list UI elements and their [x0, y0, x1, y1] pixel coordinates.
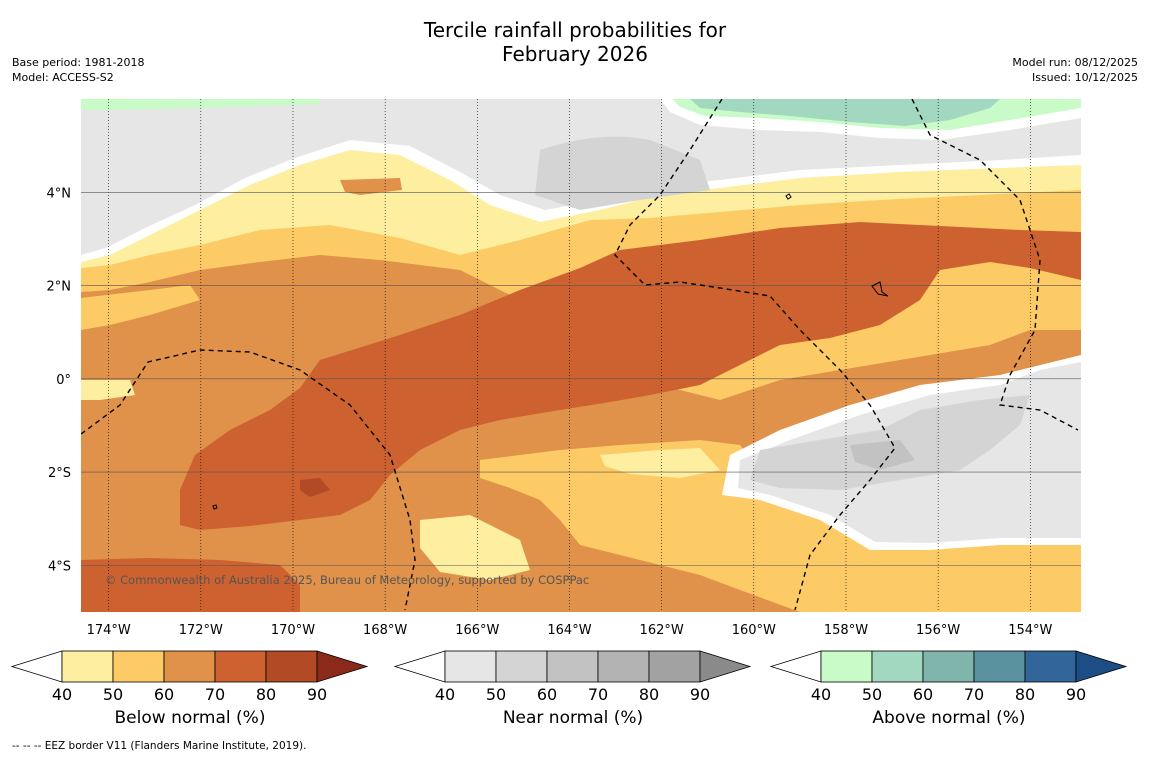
lon-tick-label: 156°W [916, 623, 960, 638]
map-title: Tercile rainfall probabilities for Febru… [0, 18, 1150, 66]
below-70-south [81, 558, 300, 612]
colorbar: 40 50 60 70 80 90 [769, 650, 1128, 704]
below-70-blob [340, 178, 402, 195]
colorbar-label-below: Below normal (%) [114, 708, 266, 728]
lon-tick-label: 160°W [732, 623, 776, 638]
colorbar-tick: 90 [690, 685, 710, 704]
eez-border-east [911, 99, 1079, 431]
colorbar-tick: 90 [1066, 685, 1086, 704]
lon-tick-label: 170°W [271, 623, 315, 638]
colorbar-tick: 80 [639, 685, 659, 704]
colorbar-swatch [163, 650, 216, 683]
lon-tick-label: 164°W [547, 623, 591, 638]
issued-date: Issued: 10/12/2025 [1031, 71, 1138, 84]
colorbar-label-near: Near normal (%) [502, 708, 644, 728]
eez-footnote: -- -- -- EEZ border V11 (Flanders Marine… [12, 740, 307, 752]
below-70-80-band [180, 222, 1081, 530]
colorbar-swatch [112, 650, 165, 683]
islands [212, 193, 889, 510]
lat-tick-label: 2°N [47, 280, 72, 295]
colorbar-swatch [973, 650, 1026, 683]
island-kiritimati [871, 281, 889, 297]
island-southwest [212, 504, 218, 510]
model-run: Model run: 08/12/2025 [1012, 56, 1138, 69]
model-name: Model: ACCESS-S2 [12, 71, 114, 84]
colorbar: 40 50 60 70 80 90 [393, 650, 752, 704]
below-80-blob [300, 478, 330, 497]
eez-border-central [614, 99, 896, 611]
below-50-south [600, 448, 720, 478]
meta-left: Base period: 1981-2018 Model: ACCESS-S2 [12, 55, 144, 85]
colorbar-low-triangle [393, 650, 446, 683]
colorbar-tick: 80 [256, 685, 276, 704]
colorbar-label-above: Above normal (%) [872, 708, 1026, 728]
colorbar-swatch [1024, 650, 1077, 683]
colorbar-tick: 60 [154, 685, 174, 704]
below-50-west [81, 380, 135, 400]
colorbar-tick: 40 [52, 685, 72, 704]
lon-tick-label: 162°W [640, 623, 684, 638]
colorbar-swatch [495, 650, 548, 683]
colorbar-swatch [546, 650, 599, 683]
colorbar-tick: 70 [588, 685, 608, 704]
colorbar-high-triangle [1075, 650, 1128, 683]
lat-tick-label: 0° [56, 373, 71, 388]
colorbar-low-triangle [10, 650, 63, 683]
colorbar-swatch [265, 650, 318, 683]
colorbar-tick: 90 [307, 685, 327, 704]
probability-field [81, 99, 1081, 612]
above-50-nw [81, 99, 320, 110]
eez-border-west [81, 349, 416, 611]
title-line-1: Tercile rainfall probabilities for [423, 18, 727, 42]
colorbar-tick: 60 [537, 685, 557, 704]
colorbar-tick: 50 [103, 685, 123, 704]
colorbar-high-triangle [699, 650, 752, 683]
colorbar-tick: 80 [1015, 685, 1035, 704]
colorbar-tick: 40 [435, 685, 455, 704]
lon-tick-label: 172°W [179, 623, 223, 638]
colorbars: 40 50 60 70 80 90 40 50 60 70 80 90 40 50 60 70 80 90 [10, 650, 1128, 704]
colorbar-swatch [820, 650, 873, 683]
lon-tick-label: 158°W [824, 623, 868, 638]
lat-tick-label: 4°N [47, 186, 72, 201]
below-60-west [81, 285, 200, 330]
colorbar-swatch [922, 650, 975, 683]
lat-tick-label: 2°S [48, 466, 71, 481]
near-50-north [535, 136, 710, 210]
meta-right: Model run: 08/12/2025 Issued: 10/12/2025 [1012, 55, 1138, 85]
colorbar-swatch [444, 650, 497, 683]
below-60-south [480, 440, 1081, 612]
colorbar-swatch [61, 650, 114, 683]
colorbar-tick: 50 [486, 685, 506, 704]
colorbar-swatch [871, 650, 924, 683]
copyright-note: © Commonwealth of Australia 2025, Bureau… [105, 573, 589, 587]
colorbar-tick: 50 [862, 685, 882, 704]
lon-tick-label: 174°W [87, 623, 131, 638]
colorbar-swatch [597, 650, 650, 683]
lon-tick-label: 166°W [455, 623, 499, 638]
lat-tick-label: 4°S [48, 559, 71, 574]
colorbar-tick: 70 [205, 685, 225, 704]
colorbar-tick: 40 [811, 685, 831, 704]
lon-tick-label: 154°W [1008, 623, 1052, 638]
below-50-sw [420, 515, 530, 580]
axis-labels: 174°W 172°W 170°W 168°W 166°W 164°W 162°W 160°W… [47, 186, 1053, 638]
lon-tick-label: 168°W [363, 623, 407, 638]
island-north [785, 193, 792, 200]
eez-borders [81, 99, 1079, 611]
colorbar-swatch [214, 650, 267, 683]
grid [81, 99, 1081, 612]
near-60-south [850, 440, 915, 470]
colorbar-high-triangle [316, 650, 369, 683]
base-period: Base period: 1981-2018 [12, 56, 145, 69]
colorbar-swatch [648, 650, 701, 683]
colorbar: 40 50 60 70 80 90 [10, 650, 369, 704]
title-line-2: February 2026 [502, 42, 648, 66]
colorbar-low-triangle [769, 650, 822, 683]
colorbar-tick: 70 [964, 685, 984, 704]
colorbar-tick: 60 [913, 685, 933, 704]
